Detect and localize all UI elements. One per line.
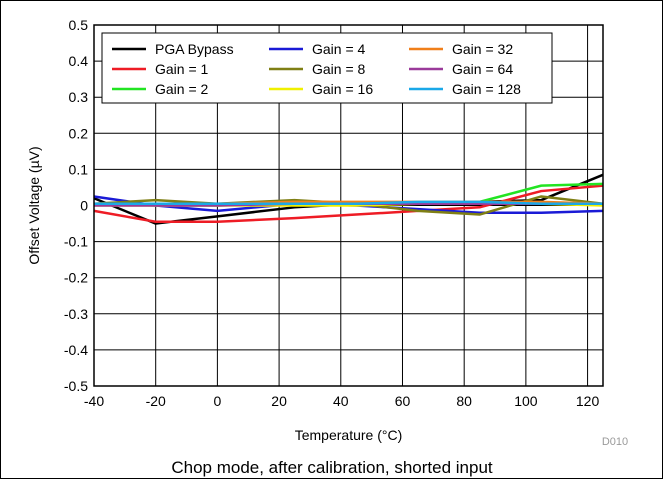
x-tick-label: 40: [333, 393, 349, 409]
y-tick-label: -0.4: [64, 342, 88, 358]
legend-label-1: Gain = 1: [155, 61, 209, 77]
legend-label-3: Gain = 4: [312, 41, 366, 57]
x-tick-label: 100: [514, 393, 538, 409]
legend-label-4: Gain = 8: [312, 61, 366, 77]
x-tick-label: 120: [576, 393, 600, 409]
y-tick-label: 0.2: [69, 125, 89, 141]
legend-label-7: Gain = 64: [452, 61, 513, 77]
legend-label-5: Gain = 16: [312, 81, 373, 97]
series-layer: [93, 173, 604, 225]
x-tick-label: -40: [84, 393, 104, 409]
figure-code: D010: [602, 436, 628, 448]
y-axis-label: Offset Voltage (µV): [26, 146, 42, 264]
legend-label-6: Gain = 32: [452, 41, 513, 57]
series-line-8: [94, 200, 603, 205]
y-tick-label: -0.1: [64, 234, 88, 250]
y-tick-label: -0.2: [64, 270, 88, 286]
x-tick-label: 0: [213, 393, 221, 409]
y-tick-label: -0.5: [64, 378, 88, 394]
legend: PGA Bypass Gain = 1 Gain = 2 Gain = 4 Gain =…: [101, 32, 553, 104]
legend-label-8: Gain = 128: [452, 81, 521, 97]
legend-label-0: PGA Bypass: [155, 41, 234, 57]
x-axis-label: Temperature (°C): [295, 427, 403, 443]
y-tick-label: 0: [80, 198, 88, 214]
series-line-0: [93, 173, 604, 225]
y-tick-label: 0.3: [69, 89, 89, 105]
legend-box: [101, 32, 553, 104]
plot-border: [93, 24, 604, 387]
y-tick-label: -0.3: [64, 306, 88, 322]
y-tick-label: 0.5: [69, 17, 89, 33]
x-tick-label: -20: [146, 393, 166, 409]
y-tick-label: 0.1: [69, 161, 89, 177]
y-tick-labels: -0.5 -0.4 -0.3 -0.2 -0.1 0 0.1 0.2 0.3 0.4 0.5: [64, 17, 88, 394]
series-line-1: [93, 184, 604, 223]
chart-caption: Chop mode, after calibration, shorted in…: [171, 458, 493, 477]
legend-label-2: Gain = 2: [155, 81, 209, 97]
x-tick-label: 80: [456, 393, 472, 409]
x-tick-label: 60: [395, 393, 411, 409]
y-tick-label: 0.4: [69, 53, 89, 69]
x-tick-labels: -40 -20 0 20 40 60 80 100 120: [84, 393, 600, 409]
x-tick-label: 20: [271, 393, 287, 409]
